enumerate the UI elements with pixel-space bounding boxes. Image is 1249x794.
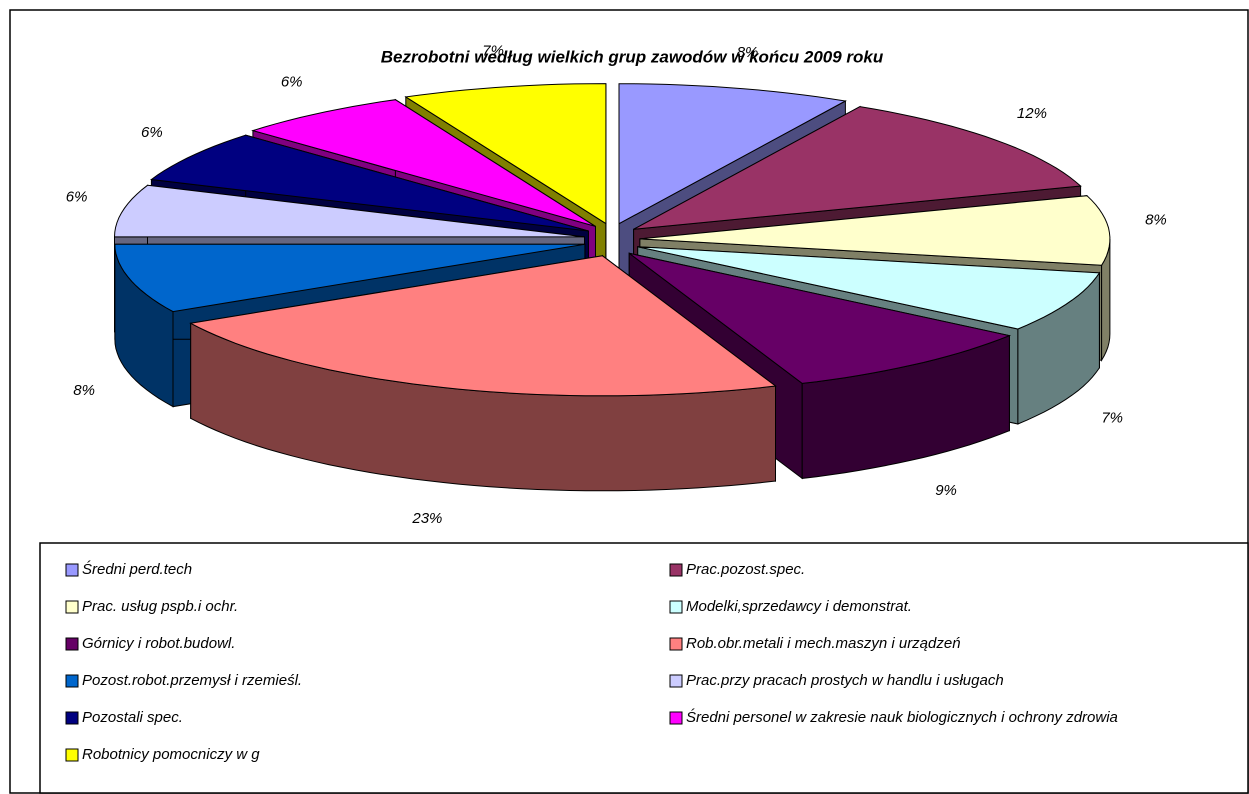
legend-swatch bbox=[65, 748, 79, 762]
data-label: 6% bbox=[141, 124, 163, 141]
legend-swatch bbox=[65, 674, 79, 688]
data-label: 23% bbox=[411, 510, 442, 527]
legend-label: Pozost.robot.przemysł i rzemieśl. bbox=[82, 672, 302, 689]
legend-swatch bbox=[669, 674, 683, 688]
data-label: 8% bbox=[737, 44, 759, 61]
data-label: 12% bbox=[1017, 105, 1047, 122]
slice bbox=[618, 83, 847, 225]
slice bbox=[633, 106, 1082, 230]
legend-swatch bbox=[65, 711, 79, 725]
slice bbox=[251, 99, 596, 227]
legend-label: Pozostali spec. bbox=[82, 709, 183, 726]
data-label: 8% bbox=[1145, 211, 1167, 228]
legend-swatch bbox=[669, 637, 683, 651]
legend-label: Prac. usług pspb.i ochr. bbox=[82, 598, 238, 615]
legend-label: Górnicy i robot.budowl. bbox=[82, 635, 235, 652]
data-label: 7% bbox=[1101, 409, 1123, 426]
chart-title: Bezrobotni według wielkich grup zawodów … bbox=[381, 47, 884, 66]
legend-label: Prac.pozost.spec. bbox=[686, 561, 805, 578]
legend-swatch bbox=[65, 637, 79, 651]
data-label: 8% bbox=[73, 382, 95, 399]
data-label: 6% bbox=[66, 188, 88, 205]
slice bbox=[637, 246, 1101, 330]
data-label: 9% bbox=[935, 482, 957, 499]
legend-swatch bbox=[65, 563, 79, 577]
slice bbox=[404, 83, 607, 225]
slice bbox=[150, 134, 589, 232]
data-label: 6% bbox=[281, 73, 303, 90]
legend-swatch bbox=[669, 600, 683, 614]
slice bbox=[113, 184, 585, 238]
slice bbox=[189, 255, 777, 397]
legend-frame bbox=[39, 542, 1249, 794]
legend-swatch bbox=[669, 563, 683, 577]
legend-label: Rob.obr.metali i mech.maszyn i urządzeń bbox=[686, 635, 961, 652]
legend-label: Prac.przy pracach prostych w handlu i us… bbox=[686, 672, 1004, 689]
legend-label: Modelki,sprzedawcy i demonstrat. bbox=[686, 598, 912, 615]
slice bbox=[114, 243, 585, 313]
legend-label: Robotnicy pomocniczy w g bbox=[82, 746, 260, 763]
legend-swatch bbox=[669, 711, 683, 725]
data-label: 7% bbox=[482, 43, 504, 60]
slice bbox=[628, 252, 1012, 384]
legend-label: Średni personel w zakresie nauk biologic… bbox=[686, 708, 1118, 726]
legend-swatch bbox=[65, 600, 79, 614]
slice bbox=[639, 195, 1111, 266]
legend-label: Średni perd.tech bbox=[82, 560, 192, 578]
